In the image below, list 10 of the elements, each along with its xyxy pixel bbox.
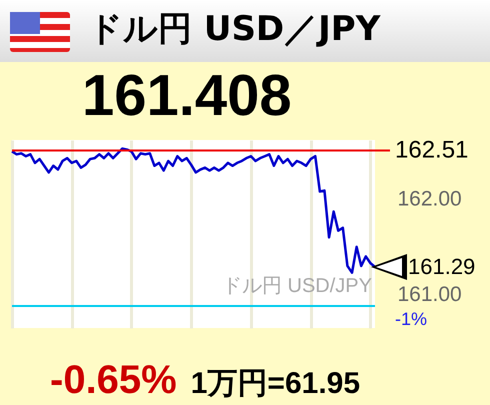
text: 161.29 [408,254,476,279]
text: -1% [395,309,428,330]
text: -0.65% [50,358,177,402]
chart-title: ドル円 USD／JPY [88,8,380,51]
chart-subtitle: 161.408 [82,62,292,129]
ref-line-label: 162.51 [395,136,468,164]
text: 1万円=61.95 [190,367,360,400]
annotation: ドル円 USD/JPY [222,275,372,297]
y-tick-label: 161.00 [398,283,462,306]
y-tick-label: 162.00 [398,188,462,211]
